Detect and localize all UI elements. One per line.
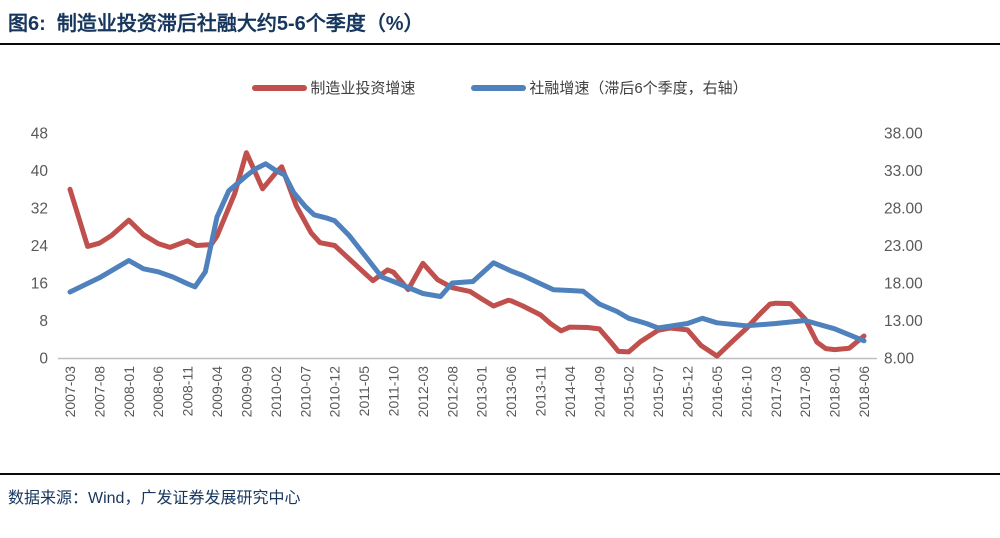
legend-label-manufacturing-investment: 制造业投资增速: [310, 80, 416, 97]
left-axis-tick-label: 40: [31, 163, 49, 180]
x-axis-tick-label: 2010-07: [297, 366, 313, 418]
x-axis-tick-label: 2009-09: [238, 366, 254, 418]
right-axis-tick-label: 18.00: [884, 276, 923, 293]
x-axis-tick-label: 2016-10: [738, 366, 754, 418]
legend-item-social-financing: 社融增速（滞后6个季度，右轴）: [471, 77, 748, 98]
x-axis-tick-label: 2007-08: [91, 366, 107, 418]
x-axis-tick-label: 2018-06: [856, 366, 872, 418]
x-axis-tick-label: 2017-08: [797, 366, 813, 418]
x-axis-tick-label: 2011-10: [385, 366, 401, 417]
x-axis-tick-label: 2015-07: [650, 366, 666, 418]
x-axis-tick-label: 2009-04: [209, 366, 225, 418]
x-axis-tick-label: 2008-01: [121, 366, 137, 418]
footer-divider: [0, 473, 1000, 475]
x-axis-tick-label: 2013-11: [533, 366, 549, 417]
x-axis-tick-label: 2010-12: [327, 366, 343, 418]
x-axis-tick-label: 2012-03: [415, 366, 431, 418]
x-axis-tick-label: 2018-01: [827, 366, 843, 418]
x-axis-tick-label: 2015-02: [621, 366, 637, 418]
left-axis-tick-label: 48: [31, 126, 48, 143]
legend-item-manufacturing-investment: 制造业投资增速: [252, 77, 415, 98]
x-axis-tick-label: 2012-08: [444, 366, 460, 418]
x-axis-tick-label: 2014-09: [591, 366, 607, 418]
x-axis-tick-label: 2016-05: [709, 366, 725, 418]
left-axis-tick-label: 32: [31, 201, 48, 218]
legend-swatch-blue: [471, 84, 527, 91]
right-axis-tick-label: 13.00: [884, 313, 923, 330]
blue-series-line: [67, 161, 867, 344]
title-divider: [0, 43, 1000, 45]
left-axis-tick-label: 0: [39, 351, 48, 368]
left-axis-tick-label: 8: [39, 313, 48, 330]
left-axis-tick-label: 16: [31, 276, 48, 293]
right-axis-tick-label: 38.00: [884, 126, 923, 143]
x-axis-tick-label: 2010-02: [268, 366, 284, 418]
x-axis-tick-label: 2008-06: [150, 366, 166, 418]
figure-title: 图6: 制造业投资滞后社融大约5-6个季度（%）: [8, 13, 424, 35]
legend-swatch-red: [252, 84, 308, 91]
x-axis-tick-label: 2015-12: [680, 366, 696, 418]
left-axis-tick-label: 24: [31, 238, 49, 255]
x-axis-tick-label: 2013-06: [503, 366, 519, 418]
x-axis-tick-label: 2017-03: [768, 366, 784, 418]
x-axis-tick-label: 2008-11: [180, 366, 196, 417]
dual-axis-line-chart: 0 8 16 24 32 40 48 8.00 13.00 18.00 23.00 28.00 33.0…: [31, 126, 923, 418]
x-axis-tick-label: 2011-05: [356, 366, 372, 417]
right-axis-tick-label: 8.00: [884, 351, 915, 368]
x-axis-tick-label: 2007-03: [62, 366, 78, 418]
right-axis-tick-label: 23.00: [884, 238, 923, 255]
data-source: 数据来源：Wind，广发证券发展研究中心: [8, 490, 301, 507]
right-axis-tick-label: 28.00: [884, 201, 923, 218]
x-axis-tick-label: 2014-04: [562, 366, 578, 418]
chart-legend: 制造业投资增速 社融增速（滞后6个季度，右轴）: [0, 77, 1000, 98]
right-axis-tick-label: 33.00: [884, 163, 923, 180]
legend-label-social-financing: 社融增速（滞后6个季度，右轴）: [529, 80, 748, 97]
x-axis-tick-label: 2013-01: [474, 366, 490, 418]
